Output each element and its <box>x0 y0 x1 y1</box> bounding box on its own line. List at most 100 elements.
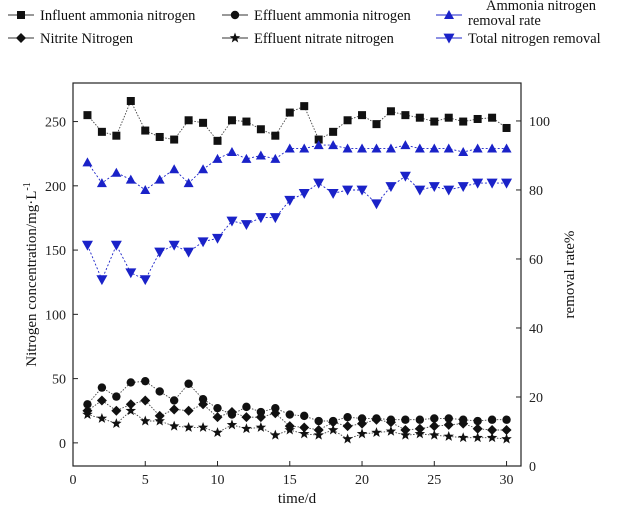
point-effluent-ammonia-nitrogen <box>357 414 367 423</box>
point-effluent-ammonia-nitrogen <box>285 410 294 419</box>
point-total-nitrogen-removal <box>313 178 325 189</box>
point-total-nitrogen-removal <box>284 195 296 206</box>
right-y-tick-label: 80 <box>529 184 543 199</box>
point-nitrite-nitrogen <box>429 421 440 432</box>
series-influent-ammonia-nitrogen <box>83 96 511 145</box>
point-effluent-nitrate-nitrogen <box>443 430 454 441</box>
point-influent-ammonia-nitrogen <box>126 96 135 105</box>
legend-item-total-nitrogen-removal: Total nitrogen removal <box>436 31 601 47</box>
x-tick-label: 0 <box>70 473 77 488</box>
point-ammonia-nitrogen-removal-rate <box>429 143 440 153</box>
point-total-nitrogen-removal <box>501 178 513 189</box>
point-total-nitrogen-removal <box>414 185 426 196</box>
point-influent-ammonia-nitrogen <box>372 120 381 129</box>
left-y-tick-label: 150 <box>45 244 66 259</box>
series-ammonia-nitrogen-removal-rate <box>82 140 512 194</box>
point-effluent-ammonia-nitrogen <box>141 376 150 386</box>
series-line-nitrite-nitrogen <box>87 399 507 431</box>
point-effluent-nitrate-nitrogen <box>356 428 368 439</box>
point-total-nitrogen-removal <box>269 213 281 224</box>
point-effluent-ammonia-nitrogen <box>126 378 136 387</box>
point-ammonia-nitrogen-removal-rate <box>82 157 93 167</box>
point-effluent-nitrate-nitrogen <box>154 415 165 426</box>
point-ammonia-nitrogen-removal-rate <box>154 174 165 184</box>
point-nitrite-nitrogen <box>140 395 151 406</box>
point-ammonia-nitrogen-removal-rate <box>357 143 368 153</box>
point-influent-ammonia-nitrogen <box>285 108 294 117</box>
point-total-nitrogen-removal <box>443 185 455 196</box>
point-effluent-nitrate-nitrogen <box>168 420 180 431</box>
point-influent-ammonia-nitrogen <box>444 113 453 122</box>
point-influent-ammonia-nitrogen <box>459 117 468 126</box>
point-ammonia-nitrogen-removal-rate <box>169 164 180 174</box>
point-effluent-ammonia-nitrogen <box>97 383 107 392</box>
legend-item-nitrite-nitrogen: Nitrite Nitrogen <box>8 31 134 47</box>
point-influent-ammonia-nitrogen <box>430 117 439 126</box>
point-effluent-nitrate-nitrogen <box>472 432 483 443</box>
point-ammonia-nitrogen-removal-rate <box>328 140 339 150</box>
series-effluent-nitrate-nitrogen <box>82 405 512 444</box>
point-nitrite-nitrogen <box>255 412 266 423</box>
point-total-nitrogen-removal <box>472 178 484 189</box>
point-effluent-ammonia-nitrogen <box>473 416 482 426</box>
right-y-tick-label: 60 <box>529 253 543 268</box>
point-ammonia-nitrogen-removal-rate <box>400 140 411 150</box>
point-influent-ammonia-nitrogen <box>141 126 150 135</box>
x-tick-label: 5 <box>142 473 149 488</box>
point-ammonia-nitrogen-removal-rate <box>226 147 237 157</box>
point-influent-ammonia-nitrogen <box>155 132 164 141</box>
point-nitrite-nitrogen <box>443 419 454 430</box>
point-influent-ammonia-nitrogen <box>314 135 323 144</box>
point-effluent-nitrate-nitrogen <box>457 432 469 443</box>
legend-label-line-2: removal rate <box>468 13 541 29</box>
point-effluent-ammonia-nitrogen <box>256 407 266 417</box>
legend-marker-effluent-ammonia-nitrogen <box>230 10 240 20</box>
legend-label: Total nitrogen removal <box>468 31 601 47</box>
point-effluent-nitrate-nitrogen <box>414 428 426 439</box>
point-ammonia-nitrogen-removal-rate <box>198 164 209 174</box>
point-ammonia-nitrogen-removal-rate <box>487 143 498 153</box>
point-total-nitrogen-removal <box>154 247 166 258</box>
right-y-tick-label: 20 <box>529 391 543 406</box>
point-influent-ammonia-nitrogen <box>227 116 236 125</box>
legend-marker-nitrite-nitrogen <box>16 33 26 43</box>
left-y-axis-title-main: Nitrogen concentration/mg·L <box>24 191 40 367</box>
point-nitrite-nitrogen <box>299 422 310 433</box>
legend-marker-ammonia-nitrogen-removal-rate <box>444 10 454 19</box>
point-effluent-nitrate-nitrogen <box>111 418 122 429</box>
point-effluent-nitrate-nitrogen <box>255 421 267 432</box>
point-influent-ammonia-nitrogen <box>199 118 208 127</box>
point-nitrite-nitrogen <box>212 412 223 423</box>
point-effluent-ammonia-nitrogen <box>155 387 164 396</box>
legend-label: Effluent nitrate nitrogen <box>254 31 395 47</box>
left-y-axis-title: Nitrogen concentration/mg·L-1 <box>22 182 40 367</box>
point-ammonia-nitrogen-removal-rate <box>125 174 136 184</box>
point-influent-ammonia-nitrogen <box>112 131 121 140</box>
point-influent-ammonia-nitrogen <box>300 102 309 111</box>
series-total-nitrogen-removal <box>81 171 513 286</box>
point-influent-ammonia-nitrogen <box>170 135 179 144</box>
legend-marker-total-nitrogen-removal <box>443 33 455 44</box>
point-total-nitrogen-removal <box>370 199 382 210</box>
point-effluent-nitrate-nitrogen <box>212 427 223 438</box>
point-effluent-ammonia-nitrogen <box>83 400 92 409</box>
point-total-nitrogen-removal <box>298 189 310 199</box>
point-total-nitrogen-removal <box>385 182 397 193</box>
point-effluent-ammonia-nitrogen <box>271 403 280 413</box>
x-tick-label: 10 <box>211 473 225 488</box>
plot-frame <box>72 82 522 467</box>
point-influent-ammonia-nitrogen <box>242 117 251 126</box>
point-ammonia-nitrogen-removal-rate <box>140 184 151 194</box>
point-ammonia-nitrogen-removal-rate <box>255 150 266 160</box>
point-nitrite-nitrogen <box>342 421 353 432</box>
point-influent-ammonia-nitrogen <box>256 125 265 134</box>
point-effluent-ammonia-nitrogen <box>314 416 323 426</box>
point-influent-ammonia-nitrogen <box>329 127 338 136</box>
point-ammonia-nitrogen-removal-rate <box>385 143 396 153</box>
legend-item-effluent-nitrate-nitrogen: Effluent nitrate nitrogen <box>222 31 395 47</box>
point-nitrite-nitrogen <box>328 417 339 428</box>
point-effluent-ammonia-nitrogen <box>430 414 439 423</box>
left-y-tick-label: 100 <box>45 308 66 323</box>
x-axis-ticks: 0 5 10 15 20 25 30 <box>70 461 514 488</box>
